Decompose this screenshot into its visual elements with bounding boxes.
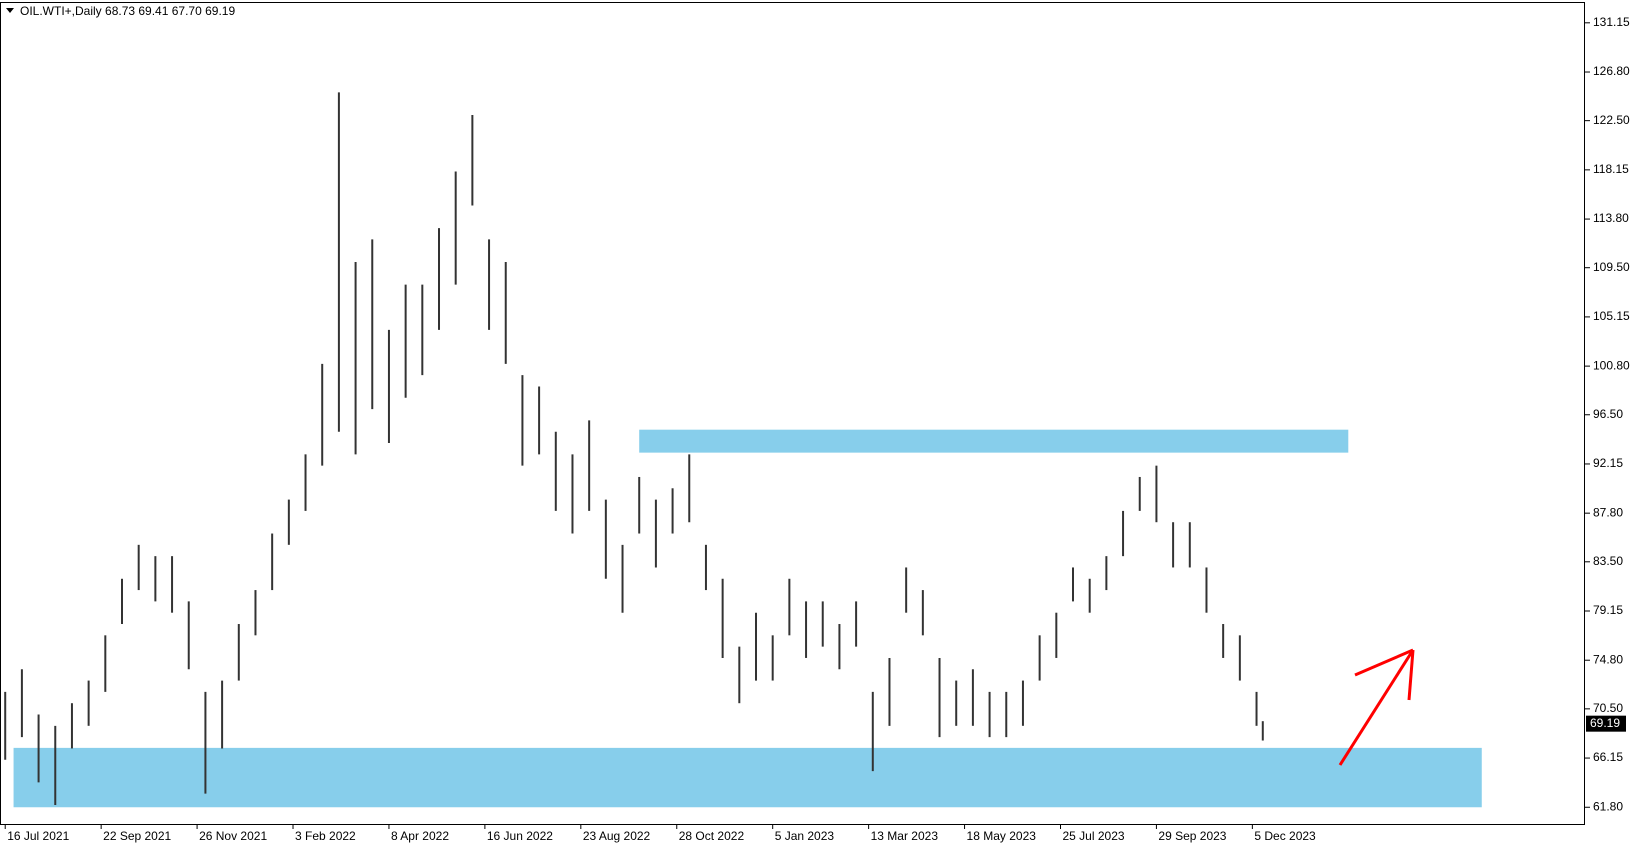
last-price-box bbox=[1586, 715, 1626, 732]
x-tick-label: 3 Feb 2022 bbox=[295, 829, 356, 843]
x-tick-label: 28 Oct 2022 bbox=[679, 829, 745, 843]
y-tick-label: 79.15 bbox=[1593, 603, 1623, 617]
x-tick-label: 22 Sep 2021 bbox=[103, 829, 171, 843]
x-tick-label: 5 Dec 2023 bbox=[1254, 829, 1316, 843]
x-tick-label: 5 Jan 2023 bbox=[775, 829, 835, 843]
plot-frame bbox=[0, 2, 1585, 825]
last-price-label: 69.19 bbox=[1590, 716, 1620, 730]
y-tick-label: 105.15 bbox=[1593, 309, 1630, 323]
y-tick-label: 83.50 bbox=[1593, 554, 1623, 568]
x-tick-label: 16 Jul 2021 bbox=[7, 829, 69, 843]
y-tick-label: 96.50 bbox=[1593, 407, 1623, 421]
y-tick-label: 70.50 bbox=[1593, 701, 1623, 715]
zone bbox=[639, 429, 1349, 453]
x-tick-label: 18 May 2023 bbox=[967, 829, 1037, 843]
y-tick-label: 87.80 bbox=[1593, 505, 1623, 519]
x-tick-label: 16 Jun 2022 bbox=[487, 829, 553, 843]
y-tick-label: 109.50 bbox=[1593, 260, 1630, 274]
zone bbox=[13, 747, 1482, 808]
y-tick-label: 74.80 bbox=[1593, 652, 1623, 666]
x-tick-label: 26 Nov 2021 bbox=[199, 829, 267, 843]
x-tick-label: 8 Apr 2022 bbox=[391, 829, 449, 843]
y-tick-label: 66.15 bbox=[1593, 750, 1623, 764]
collapse-icon[interactable] bbox=[6, 8, 14, 13]
y-tick-label: 126.80 bbox=[1593, 64, 1630, 78]
x-tick-label: 13 Mar 2023 bbox=[871, 829, 939, 843]
y-tick-label: 113.80 bbox=[1593, 211, 1629, 225]
arrow bbox=[1338, 648, 1415, 766]
x-tick-label: 29 Sep 2023 bbox=[1158, 829, 1226, 843]
chart-title: OIL.WTI+,Daily 68.73 69.41 67.70 69.19 bbox=[20, 4, 235, 18]
y-tick-label: 61.80 bbox=[1593, 799, 1623, 813]
y-tick-label: 100.80 bbox=[1593, 358, 1630, 372]
x-tick-label: 23 Aug 2022 bbox=[583, 829, 651, 843]
y-tick-label: 92.15 bbox=[1593, 456, 1623, 470]
y-tick-label: 118.15 bbox=[1593, 162, 1629, 176]
y-tick-label: 131.15 bbox=[1593, 15, 1630, 29]
x-tick-label: 25 Jul 2023 bbox=[1062, 829, 1124, 843]
y-tick-label: 122.50 bbox=[1593, 113, 1630, 127]
